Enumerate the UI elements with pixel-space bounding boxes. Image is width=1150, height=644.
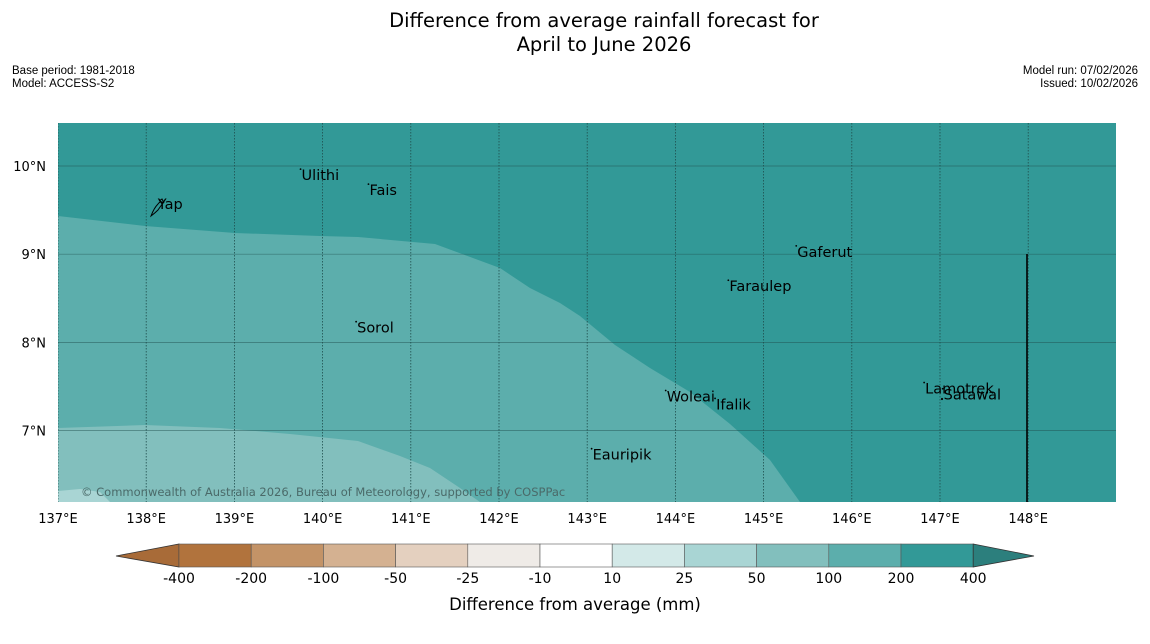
lon-tick-label: 139°E [215, 512, 255, 527]
yap-island-shape [149, 198, 165, 218]
place-lamotrek: Lamotrek [923, 382, 994, 398]
place-woleai: Woleai [664, 389, 715, 405]
colorbar-legend: -400 -200 -100 -50 -25 -10 10 25 50 100 200 400 [115, 543, 1035, 587]
lat-tick-label: 10°N [13, 160, 46, 175]
meta-right: Model run: 07/02/2026 Issued: 10/02/2026 [1023, 65, 1138, 91]
lat-tick-label: 9°N [22, 248, 47, 263]
colorbar-swatch [250, 543, 324, 568]
colorbar-swatch [539, 543, 613, 568]
place-marker [299, 168, 302, 171]
place-marker [727, 279, 730, 282]
lon-tick-label: 138°E [126, 512, 166, 527]
meta-left: Base period: 1981-2018 Model: ACCESS-S2 [12, 65, 135, 91]
colorbar-label: -100 [308, 571, 340, 587]
place-ifalik: Ifalik [714, 397, 751, 413]
legend-title: Difference from average (mm) [449, 595, 701, 614]
chart-title: Difference from average rainfall forecas… [0, 9, 1150, 57]
colorbar-swatch [756, 543, 830, 568]
model-name: Model: ACCESS-S2 [12, 78, 115, 90]
issued-date: Issued: 10/02/2026 [1040, 78, 1138, 90]
island-dot [940, 397, 944, 401]
place-label: Gaferut [797, 245, 852, 261]
place-satawal: Satawal [941, 387, 1001, 404]
lat-tick-label: 7°N [22, 425, 47, 440]
lon-tick-label: 143°E [567, 512, 607, 527]
place-ulithi: Ulithi [299, 168, 340, 184]
place-label: Lamotrek [925, 382, 994, 398]
lon-tick-label: 148°E [1008, 512, 1048, 527]
place-gaferut: Gaferut [795, 244, 853, 261]
title-line-2: April to June 2026 [516, 33, 692, 56]
place-fais: Fais [367, 183, 397, 199]
place-label: Faraulep [729, 279, 791, 295]
place-faraulep: Faraulep [727, 279, 791, 295]
place-marker [795, 244, 798, 247]
colorbar-label: 50 [748, 571, 766, 587]
colorbar-swatch [611, 543, 685, 568]
place-label: Woleai [667, 389, 715, 405]
colorbar-extend-low [115, 543, 180, 568]
place-eauripik: Eauripik [590, 447, 652, 464]
place-marker [714, 397, 716, 400]
colorbar-label: -50 [384, 571, 407, 587]
colorbar-swatch [900, 543, 974, 568]
place-label: Satawal [944, 388, 1001, 404]
map-area [58, 123, 1116, 502]
colorbar-label: -25 [456, 571, 479, 587]
colorbar-swatch [178, 543, 252, 568]
gridlines [58, 123, 1116, 502]
lat-tick-label: 8°N [22, 336, 47, 351]
longitude-ticks: 137°E 138°E 139°E 140°E 141°E 142°E 143°E 144°E… [38, 512, 1048, 527]
colorbar-label: 400 [960, 571, 987, 587]
place-label: Ifalik [716, 397, 751, 413]
colorbar-label: 25 [675, 571, 693, 587]
place-marker [367, 183, 370, 186]
colorbar-extend-high [972, 543, 1035, 568]
lon-tick-label: 144°E [656, 512, 696, 527]
colorbar-label: -400 [163, 571, 195, 587]
place-marker [941, 387, 944, 390]
colorbar-label: 10 [603, 571, 621, 587]
place-label: Sorol [357, 321, 394, 337]
title-line-1: Difference from average rainfall forecas… [389, 9, 819, 32]
lon-tick-label: 137°E [38, 512, 78, 527]
colorbar-swatch [684, 543, 757, 568]
place-label: Ulithi [302, 168, 340, 184]
place-marker [590, 447, 593, 450]
lon-tick-label: 146°E [832, 512, 872, 527]
place-marker [923, 381, 926, 384]
lon-tick-label: 140°E [303, 512, 343, 527]
place-labels: UlithiFaisYapGaferutFaraulepSorolLamotre… [157, 168, 1001, 464]
lon-tick-label: 141°E [391, 512, 431, 527]
colorbar-swatch [828, 543, 902, 568]
colorbar-label: 200 [888, 571, 915, 587]
fill-level-50-100 [58, 425, 480, 502]
lon-tick-label: 145°E [744, 512, 784, 527]
colorbar-label: -200 [235, 571, 267, 587]
lon-tick-label: 142°E [479, 512, 519, 527]
fill-level-25-50 [58, 489, 110, 502]
colorbar-label: -10 [529, 571, 552, 587]
colorbar-swatch [395, 543, 469, 568]
colorbar-swatch [323, 543, 396, 568]
place-sorol: Sorol [355, 321, 394, 337]
place-label: Fais [369, 183, 396, 199]
latitude-ticks: 10°N 9°N 8°N 7°N [13, 160, 46, 440]
copyright-text: © Commonwealth of Australia 2026, Bureau… [81, 485, 565, 499]
lon-tick-label: 147°E [920, 512, 960, 527]
colorbar-swatch [467, 543, 541, 568]
place-marker [664, 389, 667, 392]
colorbar-label: 100 [815, 571, 842, 587]
place-label: Eauripik [593, 448, 652, 464]
model-run: Model run: 07/02/2026 [1022, 65, 1138, 77]
place-marker [355, 320, 358, 323]
base-period: Base period: 1981-2018 [12, 65, 135, 77]
